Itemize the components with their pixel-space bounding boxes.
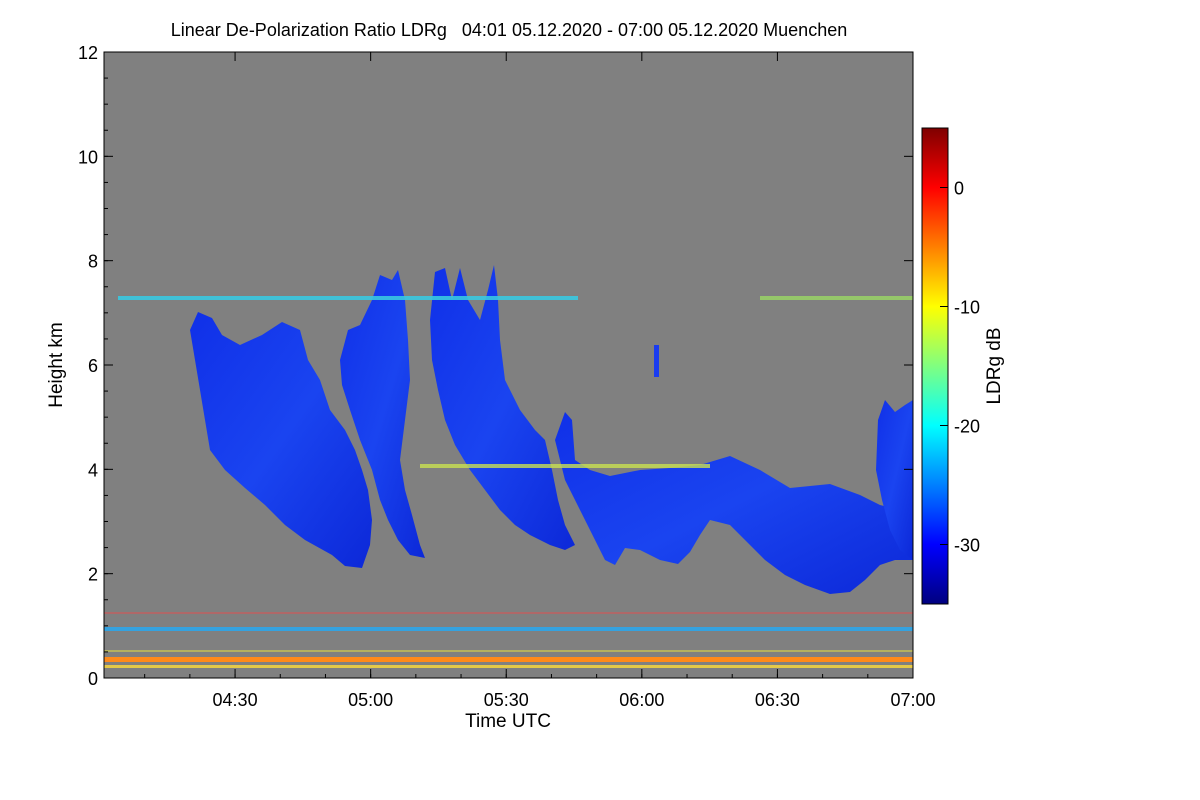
x-tick-label: 05:30: [484, 690, 529, 710]
cloud-cluster-2: [340, 270, 425, 558]
x-axis-label: Time UTC: [465, 711, 551, 732]
cloud-cluster-4: [555, 412, 913, 594]
y-tick-label: 2: [88, 565, 98, 585]
x-tick-label: 06:30: [755, 690, 800, 710]
cloud-cluster-5: [876, 400, 913, 560]
x-tick-label: 05:00: [348, 690, 393, 710]
chart-title: Linear De-Polarization Ratio LDRg 04:01 …: [170, 20, 848, 40]
colorbar-tick-label: 0: [954, 179, 964, 199]
x-tick-label: 07:00: [890, 690, 935, 710]
cloud-cluster-3: [430, 265, 575, 550]
cloud-fragment: [654, 345, 659, 377]
y-tick-label: 4: [88, 460, 98, 480]
cloud-cluster-1: [190, 312, 372, 568]
colorbar-label: LDRg dB: [984, 327, 1005, 404]
x-tick-label: 06:00: [619, 690, 664, 710]
y-tick-label: 6: [88, 356, 98, 376]
colorbar-tick-label: -30: [954, 536, 980, 556]
colorbar-tick-label: -20: [954, 417, 980, 437]
ground-layer-stripe-b: [104, 665, 913, 668]
layer-4km-stripe: [420, 464, 710, 468]
x-axis: 04:30 05:00 05:30 06:00 06:30 07:00: [144, 52, 936, 710]
ldr-data-layer: [104, 265, 913, 668]
aerosol-layer-stripe-b: [104, 612, 913, 614]
y-tick-label: 8: [88, 252, 98, 272]
y-tick-label: 0: [88, 669, 98, 689]
layer-7.3km-stripe-b: [760, 296, 913, 300]
ground-layer-stripe: [104, 657, 913, 662]
layer-7.3km-stripe: [118, 296, 578, 300]
y-tick-label: 10: [78, 147, 98, 167]
aerosol-layer-stripe: [104, 627, 913, 631]
colorbar: [921, 127, 949, 605]
y-axis: 0 2 4 6 8 10 12: [78, 43, 913, 689]
x-tick-label: 04:30: [213, 690, 258, 710]
ground-layer-stripe-c: [104, 650, 913, 652]
colorbar-ticks: 0 -10 -20 -30: [940, 179, 980, 556]
y-axis-label: Height km: [46, 322, 67, 408]
y-tick-label: 12: [78, 43, 98, 63]
colorbar-tick-label: -10: [954, 298, 980, 318]
